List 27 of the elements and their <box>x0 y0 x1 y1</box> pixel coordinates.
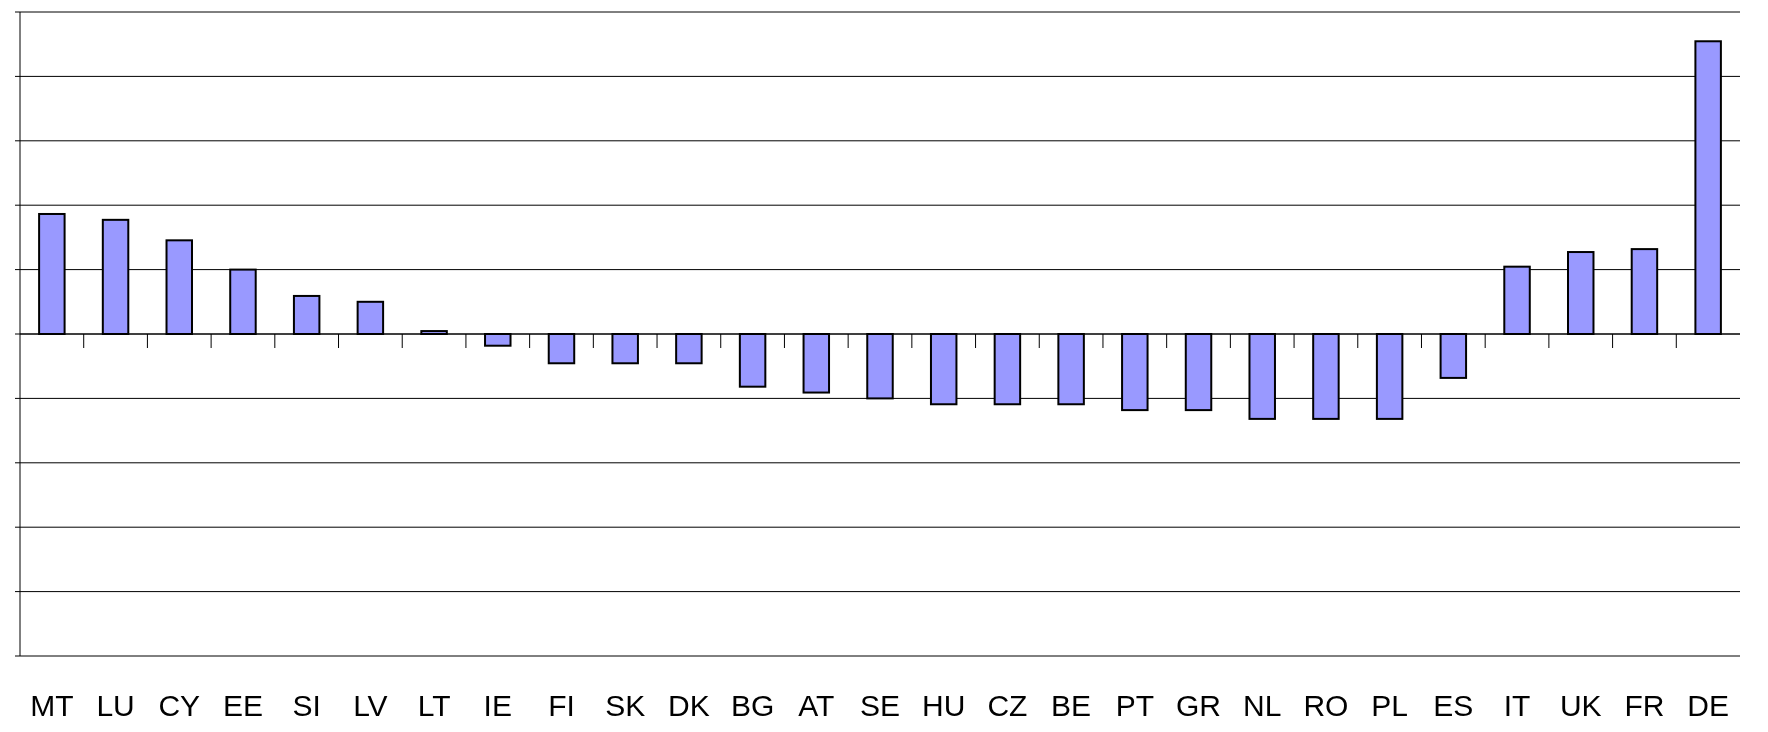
x-tick-label: PL <box>1371 689 1408 722</box>
x-tick-label: NL <box>1243 689 1282 722</box>
x-tick-label: EE <box>222 689 263 722</box>
x-tick-label: SI <box>292 689 321 722</box>
x-tick-label: DE <box>1687 689 1729 722</box>
x-tick-label: AT <box>798 689 835 722</box>
x-tick-label: DK <box>668 689 710 722</box>
x-tick-label: FI <box>548 689 575 722</box>
x-tick-label: BG <box>730 689 775 722</box>
x-tick-label: PT <box>1115 689 1154 722</box>
x-tick-label: GR <box>1176 689 1222 722</box>
x-tick-label: MT <box>30 689 74 722</box>
x-tick-label: LU <box>96 689 135 722</box>
x-tick-label: LT <box>417 689 451 722</box>
x-tick-label: SK <box>605 689 646 722</box>
x-tick-label: ES <box>1433 689 1474 722</box>
x-tick-label: UK <box>1559 689 1602 722</box>
x-tick-label: IE <box>483 689 512 722</box>
x-tick-label: FR <box>1624 689 1665 722</box>
x-tick-label: HU <box>922 689 966 722</box>
x-tick-label: LV <box>353 689 388 722</box>
x-tick-label: SE <box>859 689 901 722</box>
x-tick-label: IT <box>1503 689 1531 722</box>
x-tick-label: CZ <box>987 689 1028 722</box>
x-tick-label: RO <box>1303 689 1349 722</box>
x-tick-label: BE <box>1051 689 1092 722</box>
x-tick-label: CY <box>158 689 201 722</box>
